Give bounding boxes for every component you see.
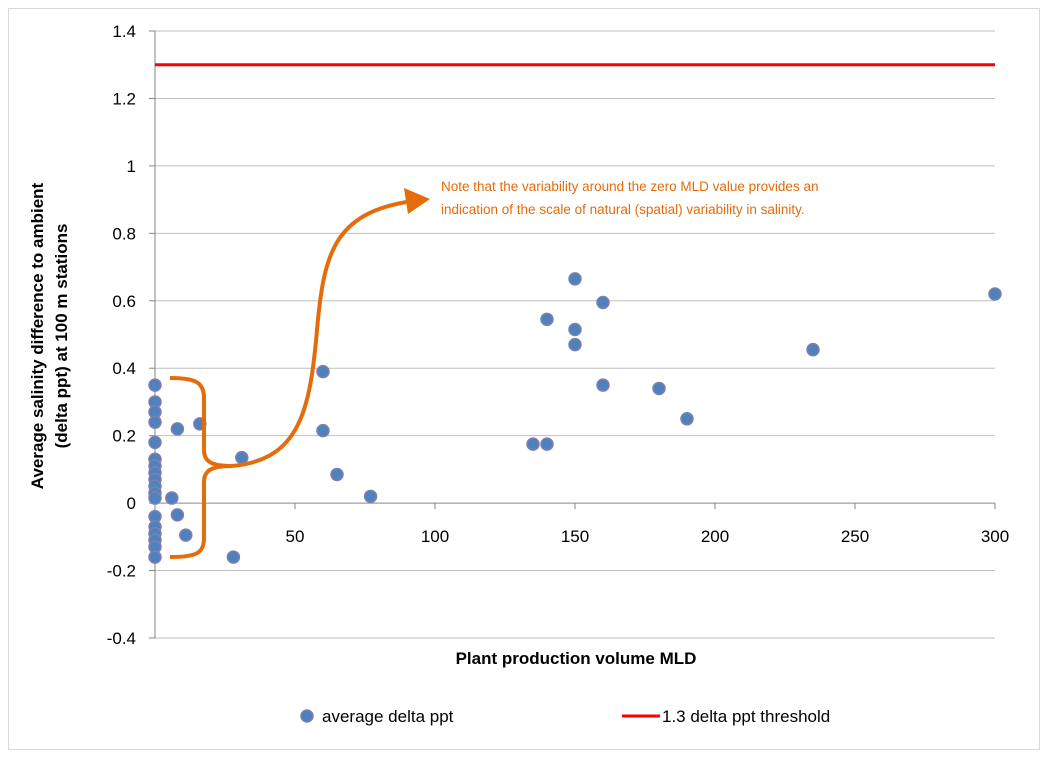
data-point xyxy=(226,550,241,564)
data-point xyxy=(680,412,694,426)
data-point xyxy=(179,528,193,542)
data-point xyxy=(540,437,554,451)
legend-label-average: average delta ppt xyxy=(322,707,454,726)
y-tick-label: 0.8 xyxy=(112,224,136,243)
legend-marker-average xyxy=(300,709,314,723)
x-tick-label: 200 xyxy=(701,527,729,546)
x-tick-label: 150 xyxy=(561,527,589,546)
data-point xyxy=(148,435,162,450)
data-point xyxy=(235,450,249,465)
data-point xyxy=(316,364,330,379)
y-tick-label: -0.4 xyxy=(107,629,136,648)
data-point xyxy=(165,491,179,505)
annotation-layer: Note that the variability around the zer… xyxy=(169,179,818,559)
data-point xyxy=(540,312,554,327)
y-tick-label: 0.2 xyxy=(112,427,136,446)
data-point xyxy=(148,415,162,429)
x-tick-label: 250 xyxy=(841,527,869,546)
data-point xyxy=(148,378,162,392)
bracket xyxy=(169,376,233,559)
data-point xyxy=(568,337,582,352)
data-point xyxy=(316,423,330,438)
data-point xyxy=(170,422,185,436)
y-tick-label: 0.4 xyxy=(112,359,136,378)
y-tick-label: 1.2 xyxy=(112,89,136,108)
data-point xyxy=(652,381,666,396)
data-point xyxy=(170,508,185,522)
x-axis-title: Plant production volume MLD xyxy=(456,649,697,668)
axes: -0.4-0.200.20.40.60.811.21.4050100150200… xyxy=(107,22,1009,648)
series-layer xyxy=(148,63,1002,564)
x-tick-label: 100 xyxy=(421,527,449,546)
data-point xyxy=(596,295,610,310)
y-tick-label: -0.2 xyxy=(107,562,136,581)
chart-frame xyxy=(8,8,1040,750)
legend: average delta ppt 1.3 delta ppt threshol… xyxy=(300,707,830,726)
y-axis-title-line-2: (delta ppt) at 100 m stations xyxy=(52,224,71,449)
x-tick-label: 50 xyxy=(286,527,305,546)
data-point xyxy=(363,489,378,504)
data-point xyxy=(596,378,610,392)
gridlines xyxy=(155,30,995,639)
data-point xyxy=(806,342,820,357)
arrow-head xyxy=(404,188,430,214)
annotation-arrow xyxy=(231,198,421,468)
data-point xyxy=(568,272,582,286)
annotation-line-1: Note that the variability around the zer… xyxy=(441,179,818,194)
annotation-line-2: indication of the scale of natural (spat… xyxy=(441,202,805,217)
legend-label-threshold: 1.3 delta ppt threshold xyxy=(662,707,830,726)
data-point xyxy=(148,491,162,505)
y-tick-label: 0.6 xyxy=(112,292,136,311)
data-point xyxy=(148,550,162,564)
y-tick-label: 1 xyxy=(127,157,136,176)
data-point xyxy=(988,287,1002,301)
data-point xyxy=(330,467,344,482)
axis-labels: Plant production volume MLD Average sali… xyxy=(28,182,696,668)
y-tick-label: 1.4 xyxy=(112,22,136,41)
y-axis-title-line-1: Average salinity difference to ambient xyxy=(28,182,47,489)
data-point xyxy=(568,322,582,337)
y-tick-label: 0 xyxy=(127,494,136,513)
x-tick-label: 300 xyxy=(981,527,1009,546)
data-point xyxy=(526,437,540,451)
